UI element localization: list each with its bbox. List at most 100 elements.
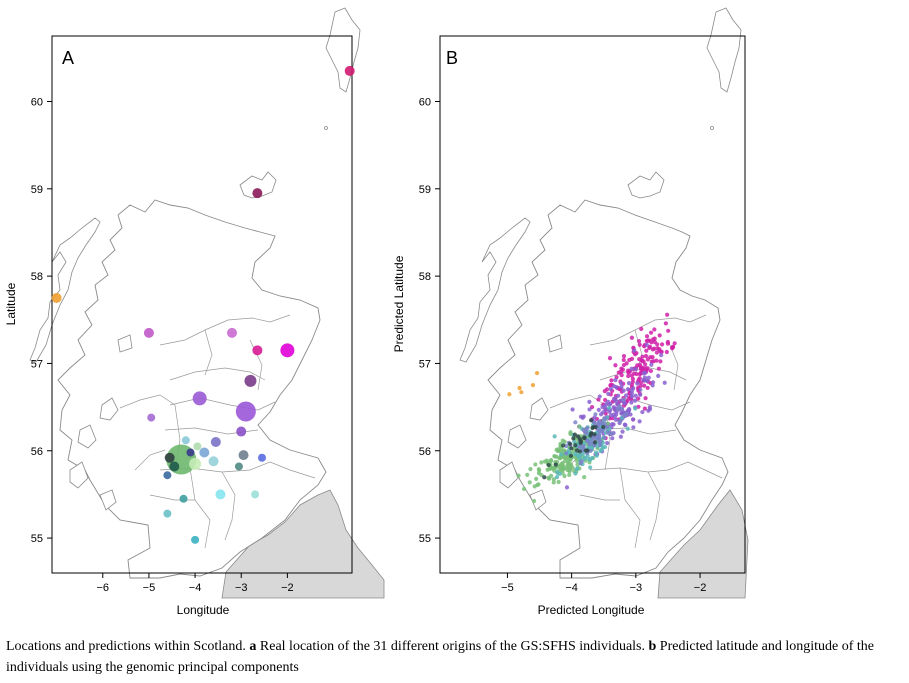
prediction-point — [598, 439, 603, 444]
panel-b-y-axis-label: Predicted Latitude — [392, 255, 406, 352]
prediction-point — [619, 406, 625, 411]
prediction-point — [559, 452, 564, 457]
prediction-point — [562, 473, 567, 479]
prediction-point — [567, 469, 572, 474]
prediction-point — [566, 461, 571, 466]
prediction-point — [602, 435, 607, 440]
prediction-point — [633, 406, 638, 411]
prediction-point — [553, 462, 559, 467]
prediction-point — [611, 422, 616, 427]
prediction-point — [618, 381, 624, 386]
panel-b-axes-box — [439, 35, 746, 574]
prediction-point — [642, 383, 647, 388]
prediction-point — [578, 444, 583, 449]
prediction-point — [548, 457, 554, 463]
prediction-point — [602, 444, 608, 450]
prediction-point — [592, 432, 597, 437]
islands-west-b — [459, 217, 563, 511]
prediction-point — [611, 396, 617, 402]
prediction-point — [567, 472, 572, 477]
prediction-point — [656, 373, 661, 378]
prediction-point — [590, 425, 595, 431]
prediction-point — [632, 398, 638, 403]
prediction-point — [641, 359, 646, 364]
prediction-point — [551, 477, 556, 482]
prediction-point — [665, 341, 671, 346]
prediction-point — [585, 448, 590, 453]
prediction-point — [659, 342, 665, 347]
england-landmass — [221, 489, 385, 599]
islands-shetland-b — [706, 7, 742, 93]
prediction-point — [652, 336, 657, 341]
prediction-point — [630, 376, 635, 381]
region-boundaries-b — [549, 314, 723, 549]
prediction-point — [632, 348, 637, 353]
x-tick-label: −2 — [694, 582, 707, 594]
panel-a-y-axis-label: Latitude — [4, 282, 18, 325]
prediction-point — [663, 321, 668, 326]
x-tick-label: −6 — [96, 582, 109, 594]
prediction-point — [644, 334, 650, 339]
prediction-point — [578, 440, 583, 445]
x-tick-label: −3 — [630, 582, 643, 594]
prediction-point — [654, 358, 659, 363]
prediction-point — [603, 397, 608, 403]
prediction-point — [605, 440, 610, 446]
prediction-point — [626, 368, 631, 373]
y-tick-label: 58 — [419, 271, 431, 283]
panel-b-letter: B — [446, 48, 458, 68]
panel-a-axes-box — [51, 35, 353, 574]
prediction-point — [638, 383, 643, 389]
prediction-point — [640, 354, 645, 359]
region-boundaries — [119, 314, 316, 549]
prediction-point — [629, 400, 634, 405]
prediction-point — [640, 409, 645, 415]
islands-orkney-b — [627, 171, 665, 199]
prediction-point — [631, 417, 636, 422]
origin-point — [234, 462, 243, 471]
prediction-point — [618, 398, 623, 403]
prediction-point — [639, 326, 644, 331]
prediction-point — [648, 330, 654, 335]
prediction-point — [633, 367, 638, 372]
origin-point — [236, 426, 247, 437]
origin-point — [179, 494, 188, 503]
prediction-point — [592, 440, 598, 445]
origin-point — [193, 442, 202, 451]
y-tick-label: 56 — [419, 446, 431, 458]
prediction-point — [618, 419, 623, 424]
prediction-point — [532, 484, 537, 489]
prediction-point — [656, 366, 662, 371]
prediction-point — [645, 385, 650, 391]
origin-point — [280, 343, 295, 358]
prediction-point — [568, 453, 574, 458]
prediction-point — [568, 430, 573, 435]
prediction-point — [607, 405, 612, 410]
prediction-point — [650, 383, 655, 388]
prediction-point — [571, 436, 576, 441]
origin-point — [143, 327, 154, 338]
prediction-point — [555, 449, 561, 454]
panel-b: −5 −4 −3 −2 55 56 57 58 59 60 B Predicted Longitu… — [392, 7, 749, 617]
prediction-point — [658, 359, 663, 364]
prediction-point — [581, 414, 586, 419]
origin-point — [192, 391, 207, 406]
prediction-point — [614, 412, 619, 417]
prediction-point — [573, 443, 578, 448]
prediction-point — [587, 399, 592, 404]
prediction-point — [627, 408, 632, 413]
prediction-point — [636, 404, 641, 409]
prediction-point — [598, 448, 603, 454]
y-tick-label: 59 — [419, 184, 431, 196]
prediction-point — [597, 394, 602, 399]
prediction-point — [649, 340, 654, 345]
origin-point — [238, 450, 249, 461]
prediction-point — [664, 349, 669, 355]
origin-point — [181, 436, 190, 445]
caption-label-b: b — [648, 639, 657, 654]
x-tick-label: −5 — [501, 582, 514, 594]
prediction-point — [606, 391, 611, 396]
prediction-point — [563, 455, 568, 461]
prediction-point — [635, 381, 640, 386]
figure-svg: −6 −5 −4 −3 −2 55 56 57 58 59 60 A Longitude Latit… — [4, 7, 749, 617]
